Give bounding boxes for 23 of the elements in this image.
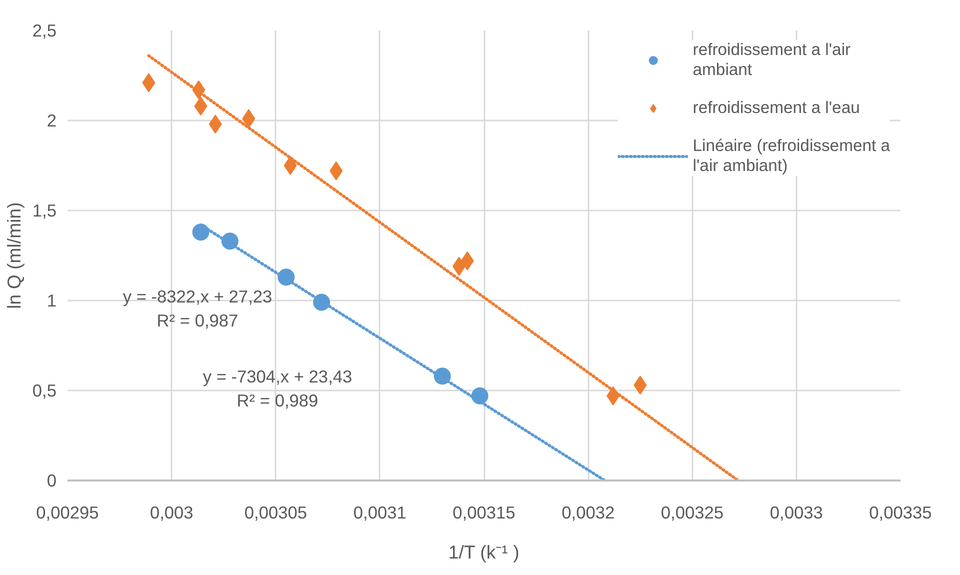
legend-label: refroidissement a l'air ambiant bbox=[692, 40, 851, 80]
x-tick-label: 0,003 bbox=[150, 502, 194, 522]
y-tick-label: 1 bbox=[46, 290, 57, 310]
x-tick-label: 0,00315 bbox=[452, 502, 516, 522]
legend-label: refroidissement a l'eau bbox=[692, 98, 860, 118]
x-axis-title: 1/T (k⁻¹ ) bbox=[448, 542, 520, 562]
y-tick-label: 2 bbox=[46, 110, 57, 130]
legend-label: Linéaire (refroidissement a l'air ambiant) bbox=[692, 136, 890, 176]
annotation: y = -7304,x + 23,43 R² = 0,989 bbox=[202, 366, 352, 410]
x-tick-label: 0,00295 bbox=[36, 502, 99, 522]
point bbox=[284, 156, 297, 175]
y-tick-label: 0 bbox=[46, 470, 57, 490]
x-tick-label: 0,0033 bbox=[770, 502, 823, 522]
annotation: y = -8322,x + 27,23 R² = 0,987 bbox=[122, 286, 272, 330]
y-tick-label: 0,5 bbox=[32, 380, 57, 400]
y-tick-label: 2,5 bbox=[32, 20, 57, 40]
y-axis-title: ln Q (ml/min) bbox=[3, 202, 24, 309]
x-tick-label: 0,0031 bbox=[353, 502, 406, 522]
x-tick-label: 0,00335 bbox=[869, 502, 932, 522]
x-tick-label: 0,00305 bbox=[244, 502, 308, 522]
y-tick-label: 1,5 bbox=[32, 200, 57, 220]
x-tick-label: 0,0032 bbox=[562, 502, 615, 522]
x-tick-label: 0,00325 bbox=[660, 502, 724, 522]
